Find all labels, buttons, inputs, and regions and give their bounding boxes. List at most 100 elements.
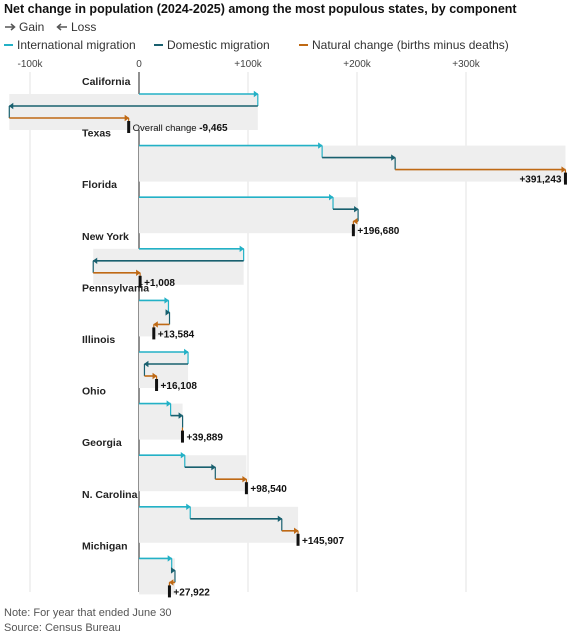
- chart-source: Source: Census Bureau: [4, 622, 121, 634]
- arrow-head: [184, 348, 189, 356]
- arrow-head: [170, 567, 176, 574]
- legend-international: International migration: [4, 38, 136, 52]
- overall-change-label: +98,540: [250, 484, 287, 495]
- gain-arrow-icon: [5, 23, 16, 31]
- state-group-new-york: New York +1,008: [82, 231, 245, 289]
- overall-change-marker: [296, 533, 300, 546]
- legend-natural: Natural change (births minus deaths): [299, 38, 509, 52]
- state-group-illinois: Illinois +16,108: [82, 334, 197, 392]
- overall-change-value: -9,465: [199, 123, 228, 134]
- arrow-head: [391, 154, 396, 161]
- overall-change-label: +16,108: [161, 381, 198, 392]
- state-track: [9, 94, 258, 130]
- overall-change-value: +391,243: [519, 175, 561, 186]
- x-tick-label: +300k: [452, 59, 481, 70]
- overall-change-marker: [351, 224, 355, 237]
- state-track: [139, 352, 189, 388]
- overall-change-value: +98,540: [250, 484, 287, 495]
- arrow-head: [166, 400, 172, 407]
- state-label: California: [82, 76, 131, 88]
- overall-change-marker: [152, 327, 156, 340]
- state-group-michigan: Michigan +27,922: [82, 540, 210, 598]
- overall-change-value: +1,008: [144, 278, 175, 289]
- arrow-head: [178, 412, 184, 419]
- overall-change-marker: [563, 172, 567, 185]
- arrow-head: [8, 102, 14, 110]
- arrow-head: [152, 372, 158, 380]
- state-group-georgia: Georgia +98,540: [82, 437, 287, 495]
- legend-international-label: International migration: [17, 38, 136, 52]
- x-tick-label: 0: [136, 59, 142, 70]
- natural-swatch: [299, 44, 308, 46]
- state-label: Ohio: [82, 386, 106, 398]
- arrow-head: [153, 321, 158, 328]
- overall-change-value: +13,584: [158, 329, 195, 340]
- legend-gain: Gain: [4, 20, 44, 34]
- legend-gain-label: Gain: [19, 20, 45, 34]
- arrow-head: [167, 555, 173, 562]
- overall-change-marker: [155, 379, 159, 391]
- state-track: [139, 145, 566, 182]
- state-track: [139, 455, 247, 492]
- state-label: Georgia: [82, 437, 122, 449]
- overall-change-value: +145,907: [302, 536, 344, 547]
- arrow-head: [136, 269, 141, 276]
- overall-change-marker: [244, 482, 248, 495]
- state-track: [139, 506, 299, 543]
- arrow-head: [124, 114, 130, 122]
- overall-change-label: +391,243: [519, 175, 561, 186]
- arrow-head: [277, 515, 283, 522]
- arrow-head: [561, 166, 566, 173]
- arrow-head: [168, 579, 174, 586]
- domestic-swatch: [154, 44, 163, 46]
- overall-change-prefix: Overall change: [133, 123, 200, 134]
- state-group-california: California Overall change -9,465: [8, 76, 259, 134]
- legend-loss: Loss: [56, 20, 96, 34]
- overall-change-marker: [180, 430, 184, 443]
- overall-change-label: Overall change -9,465: [133, 123, 228, 134]
- arrow-head: [211, 464, 216, 471]
- state-label: Illinois: [82, 334, 115, 346]
- arrow-head: [352, 218, 358, 225]
- overall-change-marker: [138, 275, 142, 288]
- arrow-head: [164, 297, 169, 304]
- state-group-n-carolina: N. Carolina +145,907: [82, 489, 344, 547]
- state-label: Texas: [82, 128, 111, 140]
- overall-change-value: +16,108: [161, 381, 198, 392]
- arrow-head: [239, 245, 245, 252]
- state-group-ohio: Ohio +39,889: [82, 386, 223, 444]
- legend-domestic-label: Domestic migration: [167, 38, 270, 52]
- x-tick-label: +100k: [234, 59, 263, 70]
- state-track: [139, 197, 359, 234]
- legend-natural-label: Natural change (births minus deaths): [312, 38, 509, 52]
- legend-domestic: Domestic migration: [154, 38, 270, 52]
- overall-change-marker: [167, 585, 171, 598]
- arrow-head: [186, 503, 191, 510]
- state-track: [93, 248, 244, 285]
- overall-change-value: +196,680: [357, 226, 399, 237]
- state-label: Pennsylvania: [82, 282, 149, 294]
- international-swatch: [4, 44, 13, 46]
- state-group-pennsylvania: Pennsylvania +13,584: [82, 282, 195, 340]
- arrow-head: [180, 452, 186, 459]
- overall-change-label: +1,008: [144, 278, 175, 289]
- state-label: N. Carolina: [82, 489, 138, 501]
- x-tick-label: -100k: [17, 59, 43, 70]
- chart-note: Note: For year that ended June 30: [4, 607, 172, 619]
- overall-change-label: +196,680: [357, 226, 399, 237]
- overall-change-label: +39,889: [186, 433, 223, 444]
- state-track: [139, 403, 183, 440]
- overall-change-label: +27,922: [173, 587, 210, 598]
- state-group-florida: Florida +196,680: [82, 179, 400, 237]
- overall-change-value: +27,922: [173, 587, 210, 598]
- arrow-head: [165, 309, 171, 316]
- overall-change-label: +13,584: [158, 329, 195, 340]
- state-label: Florida: [82, 179, 117, 191]
- arrow-head: [253, 90, 259, 98]
- population-change-chart: -100k 0 +100k +200k +300k California Overall c…: [8, 59, 567, 598]
- overall-change-label: +145,907: [302, 536, 344, 547]
- state-group-texas: Texas +391,243: [82, 128, 567, 186]
- overall-change-value: +39,889: [186, 433, 223, 444]
- arrow-head: [354, 206, 359, 213]
- chart-title: Net change in population (2024-2025) amo…: [4, 2, 517, 16]
